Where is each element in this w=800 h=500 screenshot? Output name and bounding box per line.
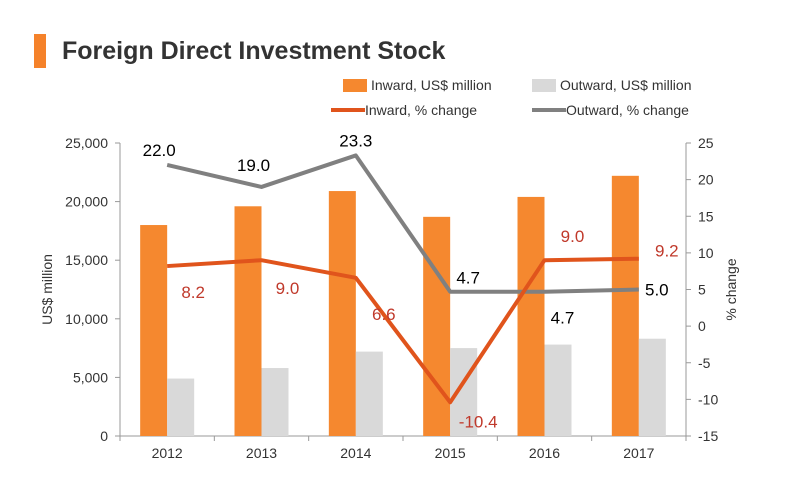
inward-change-label: 6.6	[372, 305, 396, 324]
left-axis-title: US$ million	[39, 254, 55, 325]
x-tick-label: 2012	[152, 445, 183, 461]
inward-bar	[328, 191, 356, 436]
outward-change-label: 23.3	[339, 131, 372, 150]
outward-bar	[167, 378, 195, 436]
outward-bar	[544, 344, 572, 436]
right-tick-label: 0	[698, 318, 706, 334]
outward-change-line	[166, 153, 639, 294]
legend-swatch	[343, 79, 367, 92]
left-tick-label: 10,000	[65, 311, 108, 327]
right-tick-label: 5	[698, 282, 706, 298]
outward-change-label: 19.0	[237, 156, 270, 175]
outward-change-label: 4.7	[456, 269, 480, 288]
right-tick-label: 10	[698, 245, 714, 261]
outward-bar	[638, 338, 666, 436]
inward-bar	[140, 225, 168, 436]
left-tick-label: 25,000	[65, 135, 108, 151]
chart-title: Foreign Direct Investment Stock	[62, 37, 446, 65]
inward-change-label: 9.0	[561, 227, 585, 246]
inward-bar	[423, 216, 451, 436]
left-tick-label: 0	[100, 428, 108, 444]
right-tick-label: -15	[698, 428, 718, 444]
x-tick-label: 2016	[529, 445, 560, 461]
right-axis-title: % change	[723, 258, 739, 320]
outward-bar	[261, 368, 289, 436]
legend-swatch	[532, 79, 556, 92]
inward-bar	[517, 196, 545, 436]
inward-change-label: 9.2	[655, 242, 679, 261]
inward-change-line	[167, 256, 639, 405]
inward-change-label: 8.2	[181, 283, 205, 302]
right-tick-label: 25	[698, 135, 714, 151]
inward-change-label: -10.4	[459, 412, 498, 431]
right-tick-label: 20	[698, 172, 714, 188]
inward-change-label: 9.0	[276, 279, 300, 298]
right-tick-label: 15	[698, 208, 714, 224]
legend-label: Inward, US$ million	[371, 77, 492, 93]
inward-bar	[234, 206, 262, 436]
inward-bar	[611, 175, 639, 437]
x-tick-label: 2015	[435, 445, 466, 461]
outward-change-label: 5.0	[645, 281, 669, 300]
legend-label: Outward, % change	[566, 102, 689, 118]
right-tick-label: -5	[698, 355, 711, 371]
outward-change-label: 4.7	[551, 309, 575, 328]
x-tick-label: 2017	[623, 445, 654, 461]
x-tick-label: 2013	[246, 445, 277, 461]
legend-label: Inward, % change	[365, 102, 477, 118]
right-tick-label: -10	[698, 391, 718, 407]
left-tick-label: 15,000	[65, 252, 108, 268]
outward-change-label: 22.0	[143, 141, 176, 160]
title-accent-bar	[34, 34, 46, 68]
left-tick-label: 20,000	[65, 194, 108, 210]
outward-bar	[355, 351, 383, 436]
x-tick-label: 2014	[340, 445, 371, 461]
left-tick-label: 5,000	[73, 369, 108, 385]
legend-label: Outward, US$ million	[560, 77, 692, 93]
